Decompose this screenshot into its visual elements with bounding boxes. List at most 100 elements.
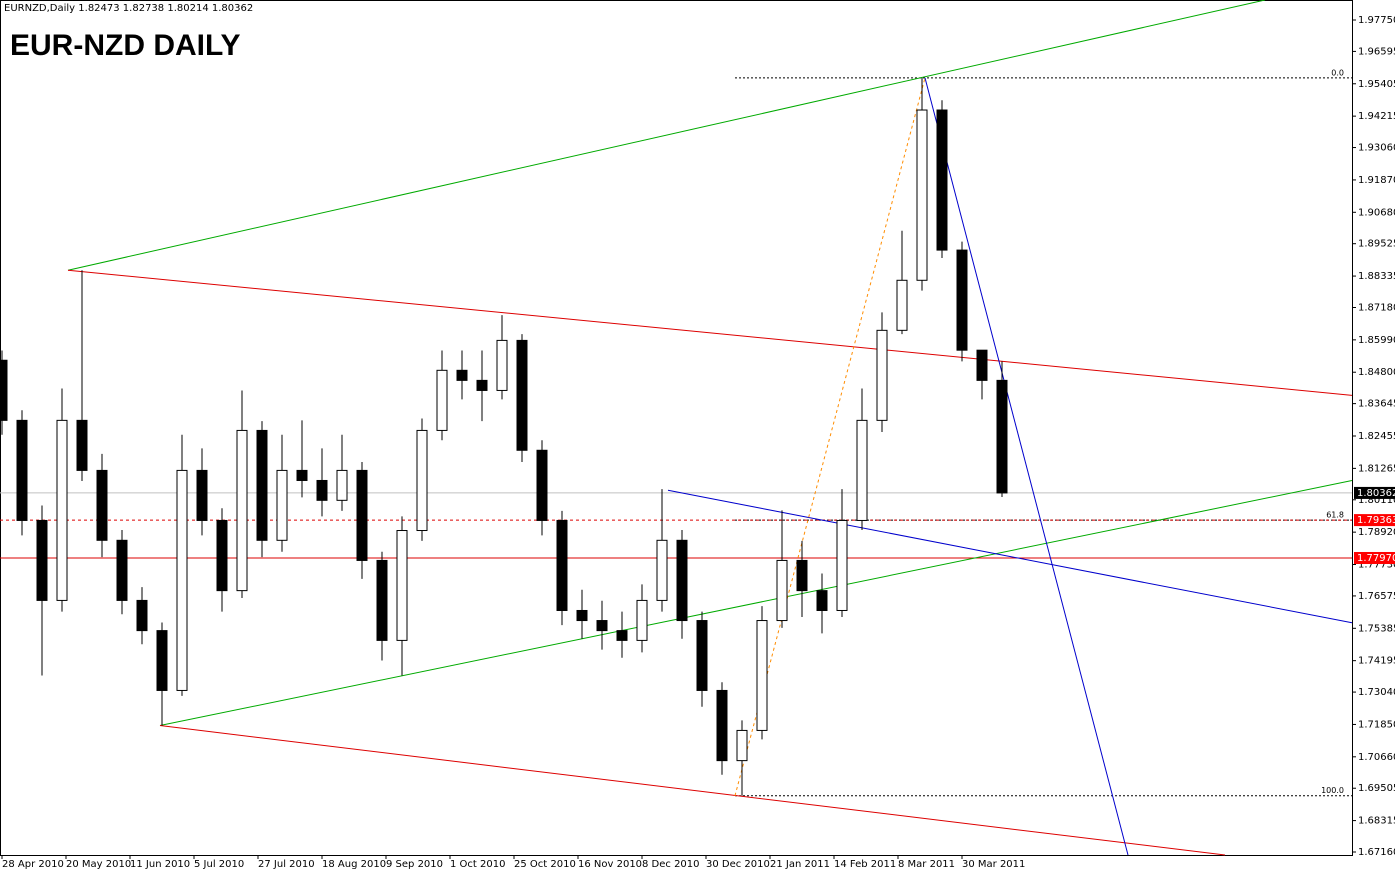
chart-header: EURNZD,Daily 1.82473 1.82738 1.80214 1.8… — [4, 3, 253, 14]
y-tick-label: 1.81265 — [1358, 463, 1395, 474]
x-tick-label: 16 Nov 2010 — [578, 859, 642, 870]
y-tick-label: 1.91870 — [1358, 175, 1395, 186]
candle-body — [196, 469, 208, 521]
y-tick-label: 1.85990 — [1358, 335, 1395, 346]
y-tick-label: 1.90680 — [1358, 207, 1395, 218]
candle-body — [156, 630, 168, 691]
x-tick-label: 28 Apr 2010 — [2, 859, 64, 870]
x-tick-label: 20 May 2010 — [66, 859, 131, 870]
y-tick-label: 1.76575 — [1358, 591, 1395, 602]
y-tick-label: 1.96595 — [1358, 46, 1395, 57]
y-tick-label: 1.84800 — [1358, 367, 1395, 378]
y-tick-label: 1.97750 — [1358, 15, 1395, 26]
x-tick-label: 11 Jun 2010 — [130, 859, 190, 870]
fib-label: 61.8 — [1326, 511, 1344, 520]
candle-body — [596, 620, 608, 632]
candle-body — [976, 349, 988, 381]
chart-title: EUR-NZD DAILY — [10, 29, 241, 62]
x-tick-label: 8 Dec 2010 — [642, 859, 700, 870]
y-tick-label: 1.80110 — [1358, 495, 1395, 506]
candle-body — [676, 539, 688, 622]
candle-body — [636, 599, 648, 641]
candle-body — [816, 590, 828, 611]
candle-body — [76, 419, 88, 471]
candle-body — [256, 429, 268, 541]
trend-line — [159, 479, 1353, 727]
plot-frame — [0, 0, 1353, 856]
y-tick-label: 1.83645 — [1358, 399, 1395, 410]
candle-body — [456, 369, 468, 381]
y-tick-label: 1.73040 — [1358, 687, 1395, 698]
y-tick-label: 1.88335 — [1358, 271, 1395, 282]
x-tick-label: 9 Sep 2010 — [386, 859, 443, 870]
y-tick-label: 1.94215 — [1358, 111, 1395, 122]
fib-label: 100.0 — [1321, 786, 1344, 795]
y-tick-label: 1.82455 — [1358, 431, 1395, 442]
price-box-label: 1.80362 — [1357, 488, 1395, 499]
trend-line — [159, 725, 1226, 856]
candle-body — [836, 519, 848, 611]
candle-body — [576, 609, 588, 622]
candle-body — [356, 469, 368, 561]
fib-label: 0.0 — [1331, 68, 1344, 77]
x-tick-label: 30 Mar 2011 — [962, 859, 1025, 870]
price-box — [1354, 551, 1395, 564]
candle-body — [376, 559, 388, 641]
trend-line — [734, 77, 926, 796]
x-tick-label: 21 Jan 2011 — [770, 859, 830, 870]
x-tick-label: 14 Feb 2011 — [834, 859, 896, 870]
candle-body — [16, 419, 28, 521]
candle-body — [696, 620, 708, 691]
candle-body — [116, 539, 128, 601]
y-tick-label: 1.95405 — [1358, 79, 1395, 90]
y-tick-label: 1.71850 — [1358, 719, 1395, 730]
candle-body — [736, 729, 748, 762]
candle-body — [556, 519, 568, 611]
candle-body — [936, 109, 948, 251]
candle-body — [136, 599, 148, 632]
candle-body — [56, 419, 68, 601]
candle-body — [516, 339, 528, 451]
candle-body — [0, 359, 8, 421]
candle-body — [216, 519, 228, 592]
x-tick-label: 18 Aug 2010 — [322, 859, 386, 870]
candle-body — [276, 469, 288, 541]
candle-body — [176, 469, 188, 691]
y-tick-label: 1.78920 — [1358, 527, 1395, 538]
candle-body — [416, 429, 428, 532]
x-tick-label: 30 Dec 2010 — [706, 859, 770, 870]
trend-line — [67, 0, 1266, 271]
y-tick-label: 1.77730 — [1358, 560, 1395, 571]
y-tick-label: 1.70660 — [1358, 752, 1395, 763]
candle-body — [716, 689, 728, 762]
x-tick-label: 5 Jul 2010 — [194, 859, 244, 870]
candle-body — [36, 519, 48, 601]
y-tick-label: 1.93060 — [1358, 143, 1395, 154]
y-tick-label: 1.67160 — [1358, 847, 1395, 858]
y-tick-label: 1.74195 — [1358, 656, 1395, 667]
x-tick-label: 1 Oct 2010 — [450, 859, 505, 870]
price-box — [1354, 486, 1395, 499]
y-tick-label: 1.68315 — [1358, 816, 1395, 827]
y-tick-label: 1.87180 — [1358, 302, 1395, 313]
price-box — [1354, 514, 1395, 527]
candle-body — [496, 339, 508, 391]
x-tick-label: 25 Oct 2010 — [514, 859, 576, 870]
trend-line — [924, 77, 1129, 856]
candle-body — [236, 429, 248, 592]
price-box-label: 1.77970 — [1357, 553, 1395, 564]
candle-body — [896, 279, 908, 331]
y-tick-label: 1.75385 — [1358, 623, 1395, 634]
candle-body — [616, 630, 628, 641]
candle-body — [96, 469, 108, 541]
candle-body — [996, 379, 1008, 494]
y-tick-label: 1.89525 — [1358, 239, 1395, 250]
candle-body — [316, 479, 328, 501]
candle-body — [756, 620, 768, 731]
candle-body — [876, 329, 888, 421]
candle-body — [476, 379, 488, 391]
candle-body — [776, 559, 788, 622]
